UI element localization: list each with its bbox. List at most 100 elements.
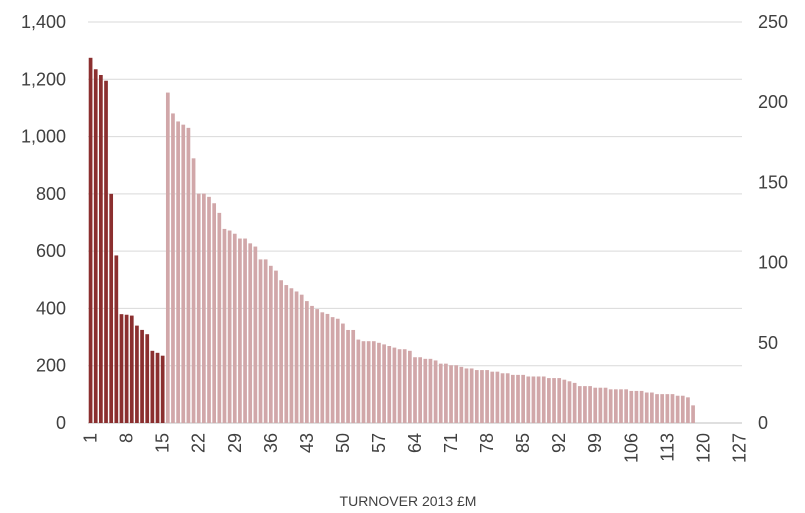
- bar: [603, 387, 608, 423]
- bar: [480, 370, 484, 423]
- x-tick-label: 113: [657, 433, 677, 462]
- bar: [181, 124, 186, 423]
- bar: [212, 203, 217, 423]
- bar: [536, 376, 541, 423]
- bar: [438, 363, 443, 423]
- x-tick-label: 57: [369, 433, 389, 453]
- bar: [150, 350, 155, 423]
- bar: [500, 373, 505, 423]
- bar: [330, 317, 335, 423]
- bar: [248, 243, 253, 423]
- bar: [186, 127, 191, 424]
- bar: [202, 193, 206, 423]
- bar: [119, 314, 124, 423]
- bar: [629, 390, 634, 423]
- right-y-axis: 0 50 100 150 200 250: [758, 12, 788, 433]
- x-tick-label: 15: [153, 433, 173, 453]
- bar: [124, 314, 129, 423]
- bar: [377, 342, 381, 423]
- bar: [243, 238, 247, 423]
- left-y-tick-label: 1,000: [21, 127, 66, 147]
- bar: [510, 374, 515, 423]
- bar: [547, 378, 551, 423]
- bar: [227, 230, 232, 423]
- bar: [135, 325, 139, 423]
- bar: [583, 386, 587, 423]
- bar: [171, 113, 175, 424]
- bar: [588, 386, 592, 423]
- bar: [366, 341, 371, 423]
- bar: [88, 57, 93, 424]
- x-tick-label: 71: [441, 433, 461, 453]
- bar: [315, 309, 320, 423]
- bar: [160, 355, 165, 423]
- bar: [418, 357, 423, 423]
- bar: [129, 315, 134, 423]
- bar: [521, 374, 525, 423]
- x-tick-label: 22: [189, 433, 209, 453]
- bar: [650, 392, 654, 423]
- bar: [346, 329, 350, 423]
- x-tick-label: 1: [81, 433, 101, 443]
- bar: [485, 370, 489, 423]
- left-y-tick-label: 400: [36, 298, 66, 318]
- bar: [274, 270, 278, 423]
- bar: [320, 312, 325, 423]
- bar: [572, 382, 577, 423]
- bar: [531, 376, 536, 423]
- bar: [449, 365, 453, 423]
- bar: [268, 265, 273, 423]
- bar: [557, 378, 562, 423]
- bar: [402, 349, 407, 423]
- bar: [109, 193, 114, 423]
- bar: [104, 80, 108, 423]
- left-y-tick-label: 800: [36, 184, 66, 204]
- bar: [341, 323, 345, 423]
- bar: [325, 313, 330, 423]
- bar: [495, 371, 500, 423]
- bar: [598, 387, 603, 423]
- bar: [655, 394, 659, 423]
- x-tick-label: 36: [261, 433, 281, 453]
- bar: [408, 350, 412, 423]
- bar: [552, 378, 556, 423]
- bar: [310, 305, 314, 423]
- bar: [93, 69, 98, 423]
- bar: [423, 358, 428, 423]
- bar: [665, 394, 670, 423]
- right-y-tick-label: 150: [758, 172, 788, 192]
- left-y-tick-label: 200: [36, 356, 66, 376]
- bar: [305, 301, 309, 423]
- right-y-tick-label: 100: [758, 253, 788, 273]
- bar: [351, 329, 356, 423]
- bar: [413, 357, 417, 423]
- bar: [433, 360, 438, 423]
- bar: [619, 389, 623, 423]
- right-y-tick-label: 250: [758, 12, 788, 32]
- bar: [356, 339, 361, 423]
- bar: [258, 259, 263, 423]
- bars: [88, 57, 695, 424]
- right-y-tick-label: 200: [758, 92, 788, 112]
- bar: [454, 365, 459, 423]
- left-y-tick-label: 1,400: [21, 12, 66, 32]
- bar: [284, 285, 289, 423]
- x-tick-label: 50: [333, 433, 353, 453]
- bar: [562, 379, 567, 423]
- bar: [165, 92, 170, 423]
- bar: [428, 358, 433, 423]
- bar: [567, 381, 572, 423]
- bar: [361, 341, 366, 423]
- x-tick-label: 127: [729, 433, 749, 463]
- bar: [526, 376, 531, 423]
- bar: [222, 228, 227, 423]
- bar: [593, 387, 598, 423]
- bar: [299, 294, 304, 423]
- x-tick-label: 64: [405, 433, 425, 453]
- bar: [459, 366, 464, 423]
- bar: [680, 395, 685, 423]
- bar: [387, 346, 392, 423]
- bar: [670, 394, 675, 423]
- bar: [464, 368, 469, 423]
